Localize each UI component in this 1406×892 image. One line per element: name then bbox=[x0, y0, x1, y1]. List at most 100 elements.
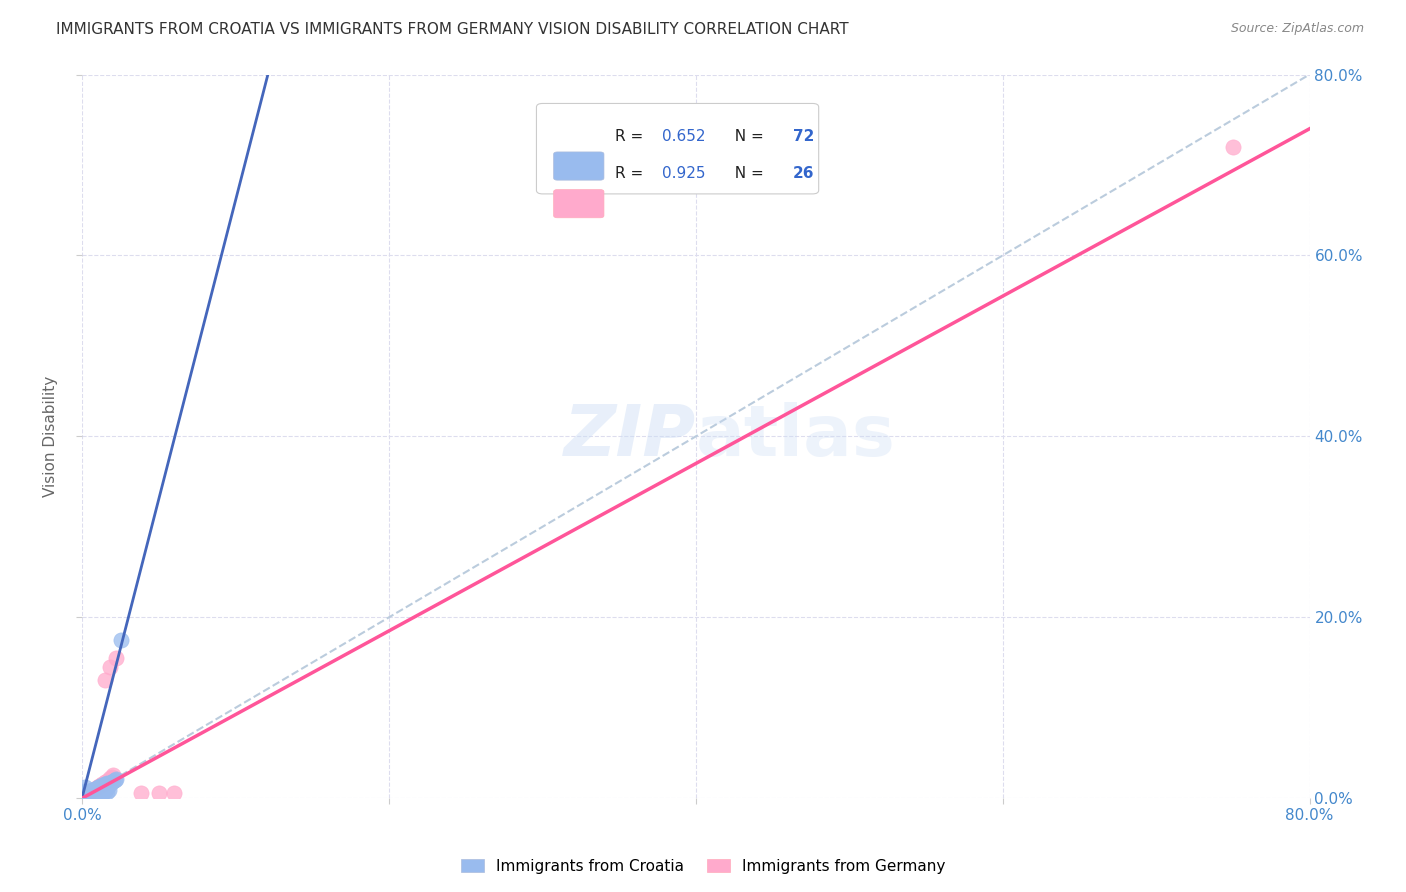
Legend: Immigrants from Croatia, Immigrants from Germany: Immigrants from Croatia, Immigrants from… bbox=[454, 853, 952, 880]
Point bbox=[90, 785, 112, 799]
FancyBboxPatch shape bbox=[537, 103, 818, 194]
Point bbox=[75, 784, 97, 798]
Point bbox=[87, 783, 110, 797]
Point bbox=[75, 789, 97, 804]
Y-axis label: Vision Disability: Vision Disability bbox=[44, 376, 58, 497]
Point bbox=[97, 783, 120, 797]
Point bbox=[75, 788, 97, 802]
Text: atlas: atlas bbox=[696, 401, 896, 471]
Point bbox=[90, 780, 112, 794]
Point bbox=[87, 780, 110, 795]
Point bbox=[94, 780, 117, 794]
Point bbox=[98, 775, 121, 789]
Point bbox=[101, 768, 124, 782]
Point bbox=[84, 782, 107, 797]
Point bbox=[94, 784, 117, 798]
Point bbox=[77, 789, 100, 803]
Point bbox=[91, 781, 114, 796]
Text: 26: 26 bbox=[793, 166, 814, 181]
Point bbox=[83, 788, 105, 802]
Point bbox=[76, 787, 98, 801]
Point bbox=[76, 789, 98, 803]
Text: R =: R = bbox=[614, 166, 648, 181]
Point bbox=[89, 780, 111, 795]
Point bbox=[75, 789, 97, 803]
Point bbox=[101, 773, 124, 788]
Point bbox=[96, 775, 118, 789]
Point bbox=[77, 784, 100, 798]
Point bbox=[87, 780, 110, 795]
Text: ZIP: ZIP bbox=[564, 401, 696, 471]
Point bbox=[82, 787, 104, 801]
Text: IMMIGRANTS FROM CROATIA VS IMMIGRANTS FROM GERMANY VISION DISABILITY CORRELATION: IMMIGRANTS FROM CROATIA VS IMMIGRANTS FR… bbox=[56, 22, 849, 37]
Point bbox=[82, 784, 104, 798]
Point bbox=[97, 778, 120, 792]
Point bbox=[97, 772, 120, 787]
Point bbox=[75, 780, 97, 795]
Point bbox=[90, 781, 112, 796]
Point bbox=[98, 660, 121, 674]
Text: N =: N = bbox=[725, 128, 769, 144]
Point bbox=[80, 789, 103, 803]
Point bbox=[96, 785, 118, 799]
Text: 0.925: 0.925 bbox=[662, 166, 706, 181]
Point bbox=[82, 785, 104, 799]
Point bbox=[91, 786, 114, 800]
Point bbox=[83, 785, 105, 799]
Text: Source: ZipAtlas.com: Source: ZipAtlas.com bbox=[1230, 22, 1364, 36]
Point bbox=[96, 781, 118, 796]
Point bbox=[98, 771, 121, 785]
Point bbox=[80, 783, 103, 797]
Point bbox=[100, 774, 122, 789]
Point bbox=[83, 783, 105, 797]
Point bbox=[83, 782, 105, 797]
Point bbox=[90, 778, 112, 792]
Point bbox=[100, 770, 122, 784]
Point bbox=[94, 673, 117, 688]
Text: R =: R = bbox=[614, 128, 648, 144]
Point bbox=[89, 784, 111, 798]
Point bbox=[90, 783, 112, 797]
Point bbox=[79, 785, 101, 799]
Point bbox=[76, 787, 98, 801]
Point bbox=[79, 785, 101, 799]
FancyBboxPatch shape bbox=[554, 190, 605, 218]
Point bbox=[80, 784, 103, 798]
Point bbox=[110, 632, 132, 647]
Point bbox=[105, 772, 128, 786]
Point bbox=[91, 780, 114, 795]
Point bbox=[75, 789, 97, 803]
FancyBboxPatch shape bbox=[554, 152, 605, 180]
Point bbox=[73, 789, 96, 803]
Text: N =: N = bbox=[725, 166, 769, 181]
Point bbox=[77, 786, 100, 800]
Text: 0.652: 0.652 bbox=[662, 128, 706, 144]
Point bbox=[104, 772, 127, 787]
Point bbox=[105, 651, 128, 665]
Point bbox=[96, 773, 118, 788]
Point bbox=[84, 785, 107, 799]
Point bbox=[163, 786, 186, 800]
Point bbox=[79, 786, 101, 800]
Point bbox=[76, 786, 98, 800]
Point bbox=[94, 778, 117, 792]
Point bbox=[73, 789, 96, 804]
Point bbox=[82, 786, 104, 800]
Point bbox=[79, 788, 101, 802]
Point bbox=[89, 787, 111, 801]
Point bbox=[129, 786, 152, 800]
Point bbox=[73, 785, 96, 799]
Point bbox=[87, 781, 110, 796]
Point bbox=[1222, 140, 1244, 154]
Text: 72: 72 bbox=[793, 128, 814, 144]
Point bbox=[94, 774, 117, 789]
Point bbox=[89, 782, 111, 797]
Point bbox=[91, 778, 114, 792]
Point bbox=[93, 780, 115, 794]
Point bbox=[97, 776, 120, 790]
Point bbox=[82, 783, 104, 797]
Point bbox=[148, 786, 170, 800]
Point bbox=[83, 782, 105, 797]
Point bbox=[80, 787, 103, 801]
Point bbox=[84, 787, 107, 801]
